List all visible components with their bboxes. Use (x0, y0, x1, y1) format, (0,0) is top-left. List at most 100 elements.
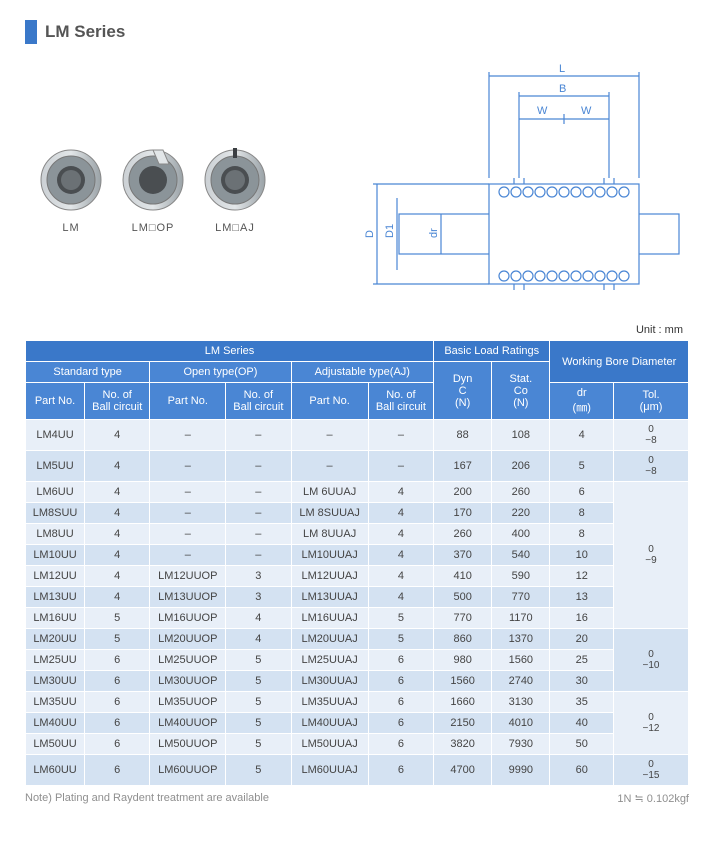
table-cell: 370 (434, 545, 492, 566)
table-cell: 6 (368, 671, 433, 692)
table-cell: LM16UU (26, 608, 85, 629)
table-cell: LM35UUOP (150, 692, 226, 713)
hdr-dyn: DynC(N) (434, 362, 492, 420)
spec-table: LM Series Basic Load Ratings Working Bor… (25, 340, 689, 786)
table-cell: 4 (226, 629, 291, 650)
dim-dr: dr (428, 228, 440, 238)
table-row: LM50UU6LM50UUOP5LM50UUAJ63820793050 (26, 734, 689, 755)
table-cell: LM25UUOP (150, 650, 226, 671)
table-row: LM5UU4––––16720650−8 (26, 451, 689, 482)
table-row: LM30UU6LM30UUOP5LM30UUAJ61560274030 (26, 671, 689, 692)
note-left: Note) Plating and Raydent treatment are … (25, 792, 269, 805)
table-cell: 4 (85, 524, 150, 545)
table-cell: 206 (492, 451, 550, 482)
table-cell: 770 (492, 587, 550, 608)
table-cell: 7930 (492, 734, 550, 755)
table-cell: 5 (368, 608, 433, 629)
table-cell: LM60UUAJ (291, 755, 368, 786)
product-images: LM LM□OP LM□AJ (25, 64, 271, 234)
table-cell: 8 (550, 503, 614, 524)
table-row: LM25UU6LM25UUOP5LM25UUAJ6980156025 (26, 650, 689, 671)
table-cell: LM8UU (26, 524, 85, 545)
table-cell: LM6UU (26, 482, 85, 503)
hdr-adj: Adjustable type(AJ) (291, 362, 434, 383)
hdr-stat: Stat.Co(N) (492, 362, 550, 420)
title-accent-bar (25, 20, 37, 44)
table-cell: 108 (492, 420, 550, 451)
table-cell: LM12UUOP (150, 566, 226, 587)
table-cell: 4 (85, 587, 150, 608)
hdr-nbc1: No. ofBall circuit (85, 383, 150, 420)
product-lmop: LM□OP (117, 144, 189, 234)
hdr-part3: Part No. (291, 383, 368, 420)
table-row: LM16UU5LM16UUOP4LM16UUAJ5770117016 (26, 608, 689, 629)
table-cell: 400 (492, 524, 550, 545)
table-cell: 4 (368, 566, 433, 587)
table-cell: 4 (85, 566, 150, 587)
table-cell: – (226, 545, 291, 566)
table-cell: 770 (434, 608, 492, 629)
table-cell: 1370 (492, 629, 550, 650)
table-cell: 4 (85, 451, 150, 482)
table-cell: 8 (550, 524, 614, 545)
tol-cell: 0−9 (614, 482, 689, 629)
table-cell: 6 (368, 734, 433, 755)
table-cell: 540 (492, 545, 550, 566)
table-cell: 60 (550, 755, 614, 786)
table-cell: – (150, 420, 226, 451)
table-cell: 860 (434, 629, 492, 650)
table-cell: 1560 (492, 650, 550, 671)
table-cell: 1170 (492, 608, 550, 629)
bushing-lm-icon (35, 144, 107, 216)
table-cell: 35 (550, 692, 614, 713)
table-row: LM35UU6LM35UUOP5LM35UUAJ616603130350−12 (26, 692, 689, 713)
table-cell: LM 8SUUAJ (291, 503, 368, 524)
table-cell: LM16UUOP (150, 608, 226, 629)
table-cell: LM10UU (26, 545, 85, 566)
table-cell: 260 (434, 524, 492, 545)
table-cell: 4 (368, 482, 433, 503)
table-cell: 3 (226, 587, 291, 608)
table-cell: 4 (85, 503, 150, 524)
table-row: LM20UU5LM20UUOP4LM20UUAJ58601370200−10 (26, 629, 689, 650)
table-cell: 5 (85, 608, 150, 629)
table-cell: 6 (368, 692, 433, 713)
table-row: LM4UU4––––8810840−8 (26, 420, 689, 451)
table-cell: LM35UUAJ (291, 692, 368, 713)
table-cell: – (226, 524, 291, 545)
hdr-part1: Part No. (26, 383, 85, 420)
tol-cell: 0−10 (614, 629, 689, 692)
hdr-std: Standard type (26, 362, 150, 383)
table-cell: 30 (550, 671, 614, 692)
table-cell: 500 (434, 587, 492, 608)
table-row: LM6UU4––LM 6UUAJ420026060−9 (26, 482, 689, 503)
table-cell: 5 (85, 629, 150, 650)
table-cell: 1660 (434, 692, 492, 713)
table-cell: LM13UUOP (150, 587, 226, 608)
table-cell: LM4UU (26, 420, 85, 451)
table-cell: 6 (550, 482, 614, 503)
product-label: LM□AJ (215, 222, 255, 234)
dim-b: B (559, 83, 566, 95)
table-body: LM4UU4––––8810840−8LM5UU4––––16720650−8L… (26, 420, 689, 786)
table-cell: – (150, 545, 226, 566)
hdr-wbd: Working Bore Diameter (550, 341, 689, 383)
dim-d1: D1 (384, 224, 396, 238)
product-lm: LM (35, 144, 107, 234)
table-cell: 260 (492, 482, 550, 503)
table-cell: – (150, 482, 226, 503)
table-row: LM8UU4––LM 8UUAJ42604008 (26, 524, 689, 545)
table-cell: 3820 (434, 734, 492, 755)
table-cell: 980 (434, 650, 492, 671)
table-cell: LM60UUOP (150, 755, 226, 786)
product-label: LM (62, 222, 79, 234)
table-cell: 4700 (434, 755, 492, 786)
table-cell: 6 (85, 671, 150, 692)
table-cell: LM60UU (26, 755, 85, 786)
table-cell: LM8SUU (26, 503, 85, 524)
tol-cell: 0−12 (614, 692, 689, 755)
table-cell: 410 (434, 566, 492, 587)
table-cell: 4 (85, 420, 150, 451)
table-cell: 590 (492, 566, 550, 587)
table-cell: LM40UU (26, 713, 85, 734)
